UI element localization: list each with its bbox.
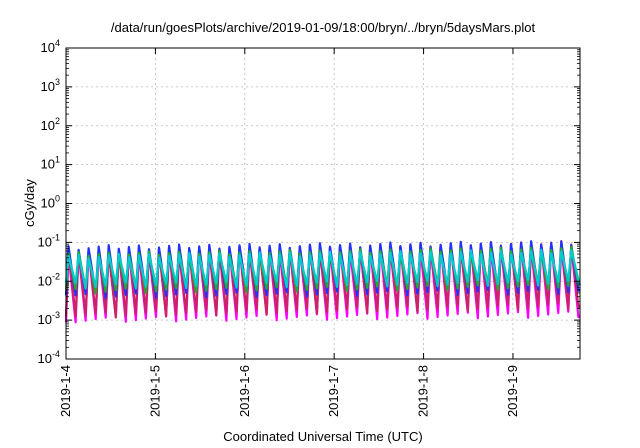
series-group (64, 240, 582, 324)
x-tick-label: 2019-1-6 (237, 365, 252, 417)
x-axis-label: Coordinated Universal Time (UTC) (223, 429, 422, 444)
x-tick-label: 2019-1-4 (58, 365, 73, 417)
y-axis: 10-4 10-3 10-2 10-1 100 101 102 103 104 (38, 38, 580, 366)
x-tick-label: 2019-1-5 (147, 365, 162, 417)
x-tick-label: 2019-1-8 (416, 365, 431, 417)
y-tick-label: 10-1 (38, 232, 60, 249)
grid (66, 48, 580, 359)
y-tick-label: 10-4 (38, 349, 60, 366)
y-axis-label: cGy/day (22, 179, 37, 227)
y-tick-label: 102 (41, 116, 60, 133)
y-tick-label: 10-2 (38, 271, 60, 288)
y-tick-label: 10-3 (38, 310, 60, 327)
y-tick-label: 100 (41, 194, 60, 211)
y-tick-label: 103 (41, 77, 60, 94)
series-line-5 (64, 248, 582, 290)
chart-title: /data/run/goesPlots/archive/2019-01-09/1… (111, 20, 536, 35)
y-tick-label: 101 (41, 155, 60, 172)
x-tick-label: 2019-1-7 (326, 365, 341, 417)
x-tick-label: 2019-1-9 (505, 365, 520, 417)
y-tick-label: 104 (41, 38, 60, 55)
x-axis: 2019-1-4 2019-1-5 2019-1-6 2019-1-7 2019-1-8… (58, 48, 520, 417)
